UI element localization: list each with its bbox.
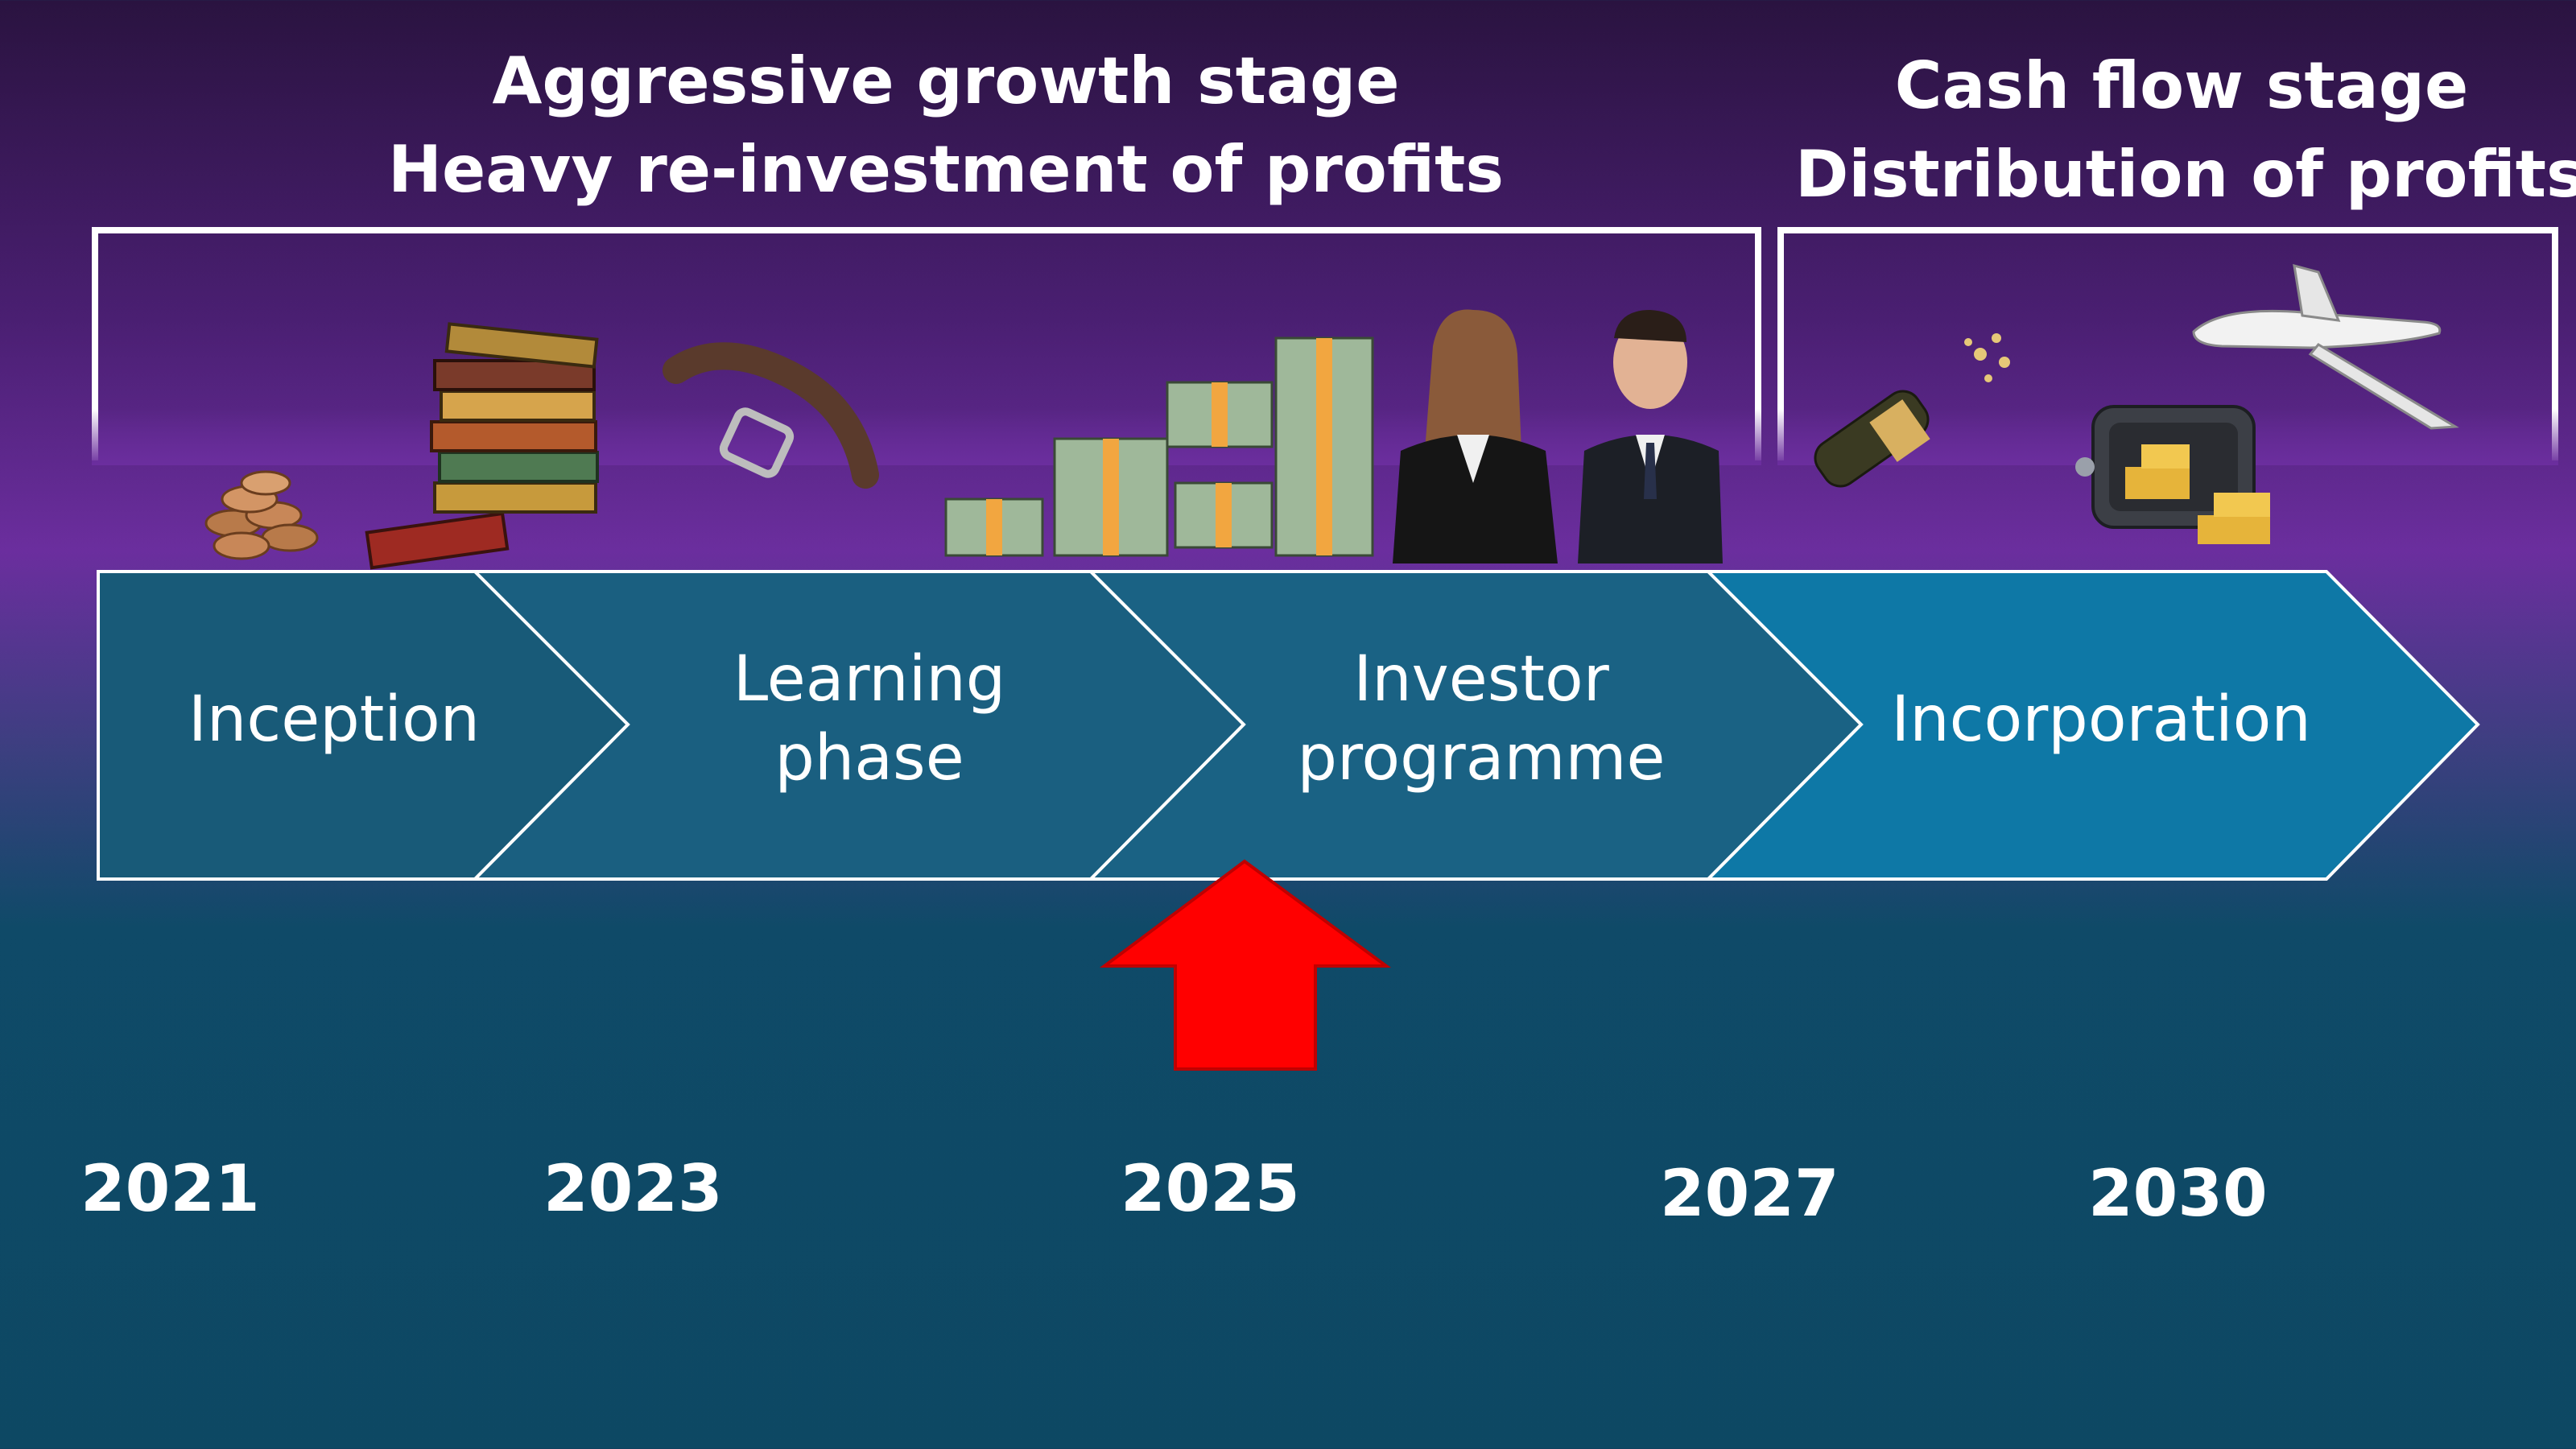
private-jet-icon — [2192, 263, 2459, 430]
phase-inception-line1: Inception — [188, 683, 481, 756]
belt-icon — [663, 342, 879, 489]
phase-incorporation-line1: Incorporation — [1891, 683, 2311, 756]
phase-label-incorporation: Incorporation — [1852, 680, 2351, 759]
champagne-icon — [1814, 333, 2010, 488]
year-label-2027: 2027 — [1660, 1156, 1839, 1231]
phase-investor-line1: Investor — [1353, 643, 1609, 716]
books-icon — [365, 322, 599, 570]
cash-flow-stage-title: Cash flow stage Distribution of profits — [1795, 42, 2576, 219]
phase-learning-line1: Learning — [733, 643, 1006, 716]
coins-icon — [204, 470, 319, 560]
chevron-incorporation — [1704, 570, 2480, 881]
phase-label-investor: Investor programme — [1256, 640, 1707, 798]
businessman-icon — [1578, 310, 1723, 564]
businesswoman-icon — [1393, 309, 1558, 564]
year-label-2025: 2025 — [1121, 1151, 1300, 1226]
phase-investor-line2: programme — [1297, 722, 1666, 795]
phase-label-inception: Inception — [145, 680, 523, 759]
year-label-2021: 2021 — [80, 1151, 260, 1226]
safe-with-gold-icon — [2075, 405, 2270, 544]
cash-stacks-icon — [944, 336, 1374, 557]
cash-flow-stage-line1: Cash flow stage — [1894, 48, 2469, 123]
phase-learning-line2: phase — [774, 722, 964, 795]
growth-stage-title: Aggressive growth stage Heavy re-investm… — [290, 37, 1602, 214]
growth-stage-line1: Aggressive growth stage — [492, 43, 1400, 118]
year-label-2030: 2030 — [2088, 1156, 2268, 1231]
up-arrow-icon — [1099, 859, 1392, 1071]
phase-label-learning: Learning phase — [660, 640, 1079, 798]
year-label-2023: 2023 — [543, 1151, 723, 1226]
growth-stage-line2: Heavy re-investment of profits — [387, 132, 1504, 207]
cash-flow-stage-line2: Distribution of profits — [1795, 137, 2576, 212]
